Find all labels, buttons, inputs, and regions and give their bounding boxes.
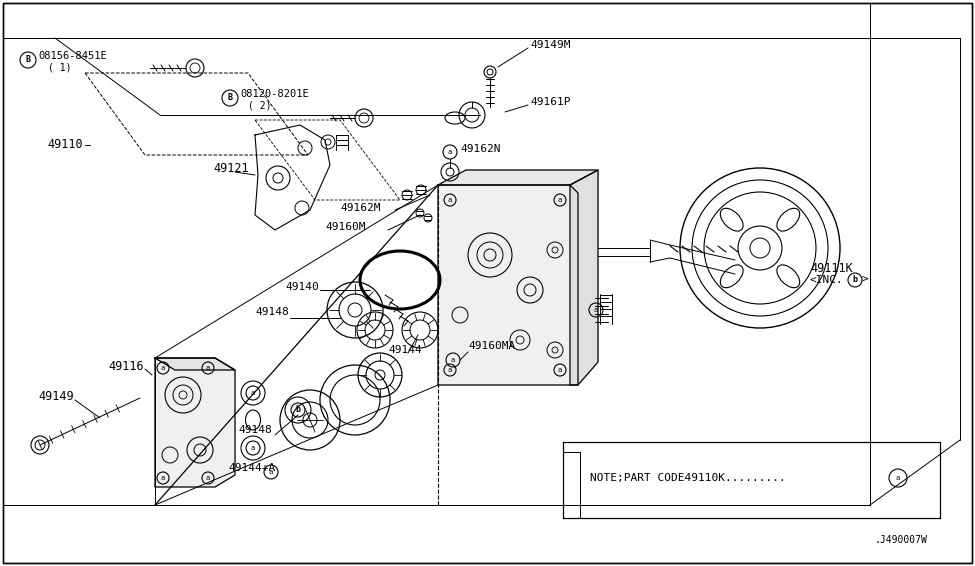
Text: 49144: 49144 [388, 345, 422, 355]
Text: a: a [251, 445, 255, 451]
Polygon shape [155, 358, 235, 370]
Text: a: a [251, 390, 255, 396]
Text: a: a [448, 149, 452, 155]
Text: 49111K: 49111K [810, 261, 853, 275]
Text: ( 2): ( 2) [248, 100, 271, 110]
Text: 49149: 49149 [38, 391, 74, 404]
Text: 49110: 49110 [47, 139, 83, 152]
Text: 49162M: 49162M [340, 203, 380, 213]
Text: NOTE;PART CODE49110K.........: NOTE;PART CODE49110K......... [590, 473, 793, 483]
Text: a: a [448, 197, 452, 203]
Polygon shape [155, 358, 235, 487]
Text: a: a [206, 365, 211, 371]
Text: 49160MA: 49160MA [468, 341, 515, 351]
Text: >: > [862, 275, 869, 285]
Text: b: b [295, 405, 300, 414]
Text: a: a [448, 367, 452, 373]
Polygon shape [438, 185, 578, 385]
Text: a: a [450, 357, 455, 363]
Text: 49121: 49121 [213, 161, 249, 174]
Text: a: a [206, 475, 211, 481]
Text: 49160M: 49160M [325, 222, 366, 232]
Text: .J490007W: .J490007W [875, 535, 928, 545]
Polygon shape [438, 170, 598, 185]
Text: 49116: 49116 [108, 359, 143, 372]
Text: B: B [227, 93, 232, 102]
Text: a: a [161, 365, 165, 371]
Text: 49148: 49148 [238, 425, 272, 435]
Text: a: a [594, 307, 598, 313]
Text: b: b [852, 276, 857, 285]
Text: 49162N: 49162N [460, 144, 500, 154]
Text: 49149M: 49149M [530, 40, 570, 50]
Text: a: a [558, 367, 563, 373]
Text: 08156-8451E: 08156-8451E [38, 51, 106, 61]
Text: a: a [896, 475, 900, 481]
Text: B: B [25, 55, 30, 65]
Text: <INC.: <INC. [810, 275, 843, 285]
Text: a: a [558, 197, 563, 203]
Text: 49144+A: 49144+A [228, 463, 275, 473]
Text: 49140: 49140 [285, 282, 319, 292]
Text: ( 1): ( 1) [48, 62, 71, 72]
Text: a: a [269, 469, 273, 475]
Text: a: a [161, 475, 165, 481]
Text: 08120-8201E: 08120-8201E [240, 89, 309, 99]
Polygon shape [570, 170, 598, 385]
Text: 49161P: 49161P [530, 97, 570, 107]
Text: 49148: 49148 [255, 307, 289, 317]
